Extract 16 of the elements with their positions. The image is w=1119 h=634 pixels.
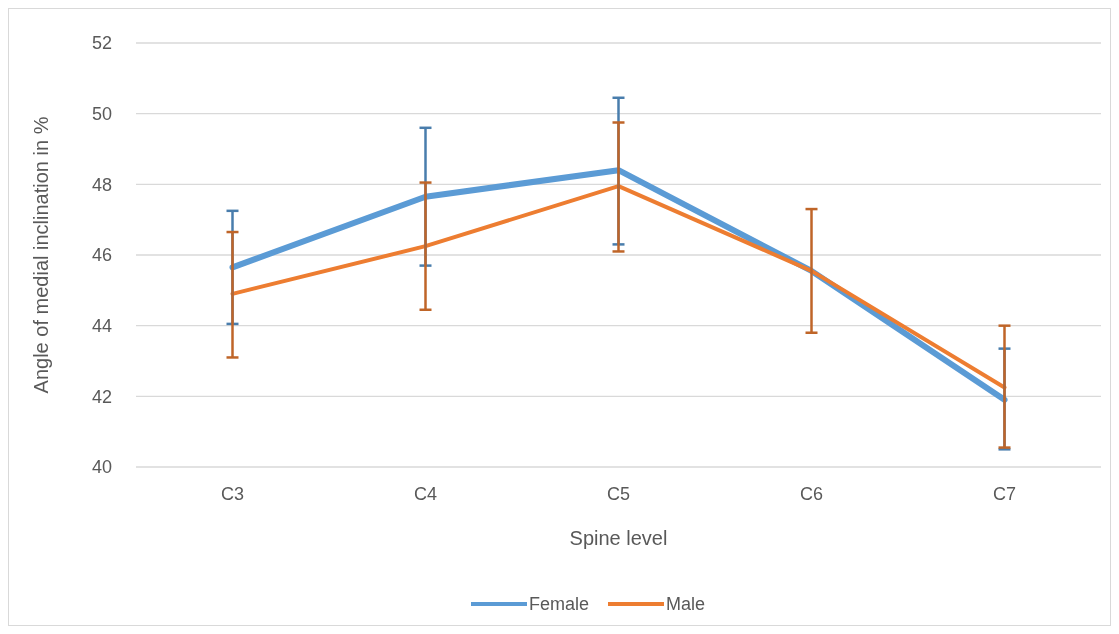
x-tick-label: C6 bbox=[799, 484, 824, 504]
x-tick-label: C7 bbox=[992, 484, 1017, 504]
x-tick-label: C3 bbox=[220, 484, 245, 504]
x-tick-label: C5 bbox=[606, 484, 631, 504]
legend-label: Male bbox=[666, 594, 706, 615]
y-tick-label: 48 bbox=[91, 174, 112, 195]
y-tick-label: 46 bbox=[91, 245, 112, 266]
y-tick-label: 42 bbox=[91, 386, 112, 407]
y-tick-label: 40 bbox=[91, 457, 112, 478]
x-tick-label: C4 bbox=[413, 484, 438, 504]
y-tick-label: 44 bbox=[91, 315, 112, 336]
y-axis-title: Angle of medial inclination in % bbox=[30, 116, 52, 394]
x-axis-title: Spine level bbox=[569, 527, 668, 549]
legend-label: Female bbox=[529, 594, 590, 615]
y-tick-label: 50 bbox=[91, 103, 112, 124]
y-tick-label: 52 bbox=[91, 33, 112, 54]
